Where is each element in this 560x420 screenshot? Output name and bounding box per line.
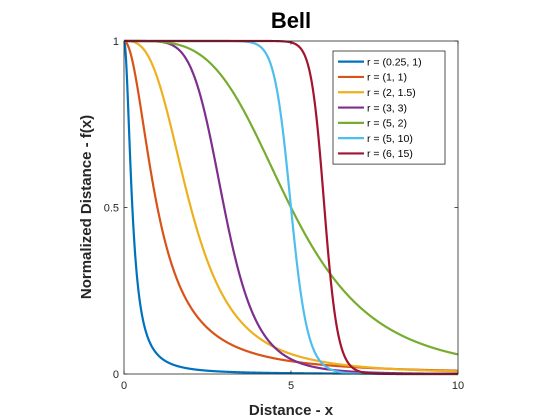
x-tick-label: 5 [288, 380, 294, 392]
y-tick-label: 0.5 [104, 203, 119, 215]
x-tick-label: 10 [452, 380, 464, 392]
series-line-3 [124, 39, 458, 373]
legend-entry-1: r = (0.25, 1) [367, 56, 422, 68]
legend-entry-3: r = (2, 1.5) [367, 87, 416, 99]
axes-layer: 0 5 10 0 0.5 1 [104, 36, 464, 392]
y-tick-label: 1 [113, 36, 119, 48]
legend-entry-6: r = (5, 10) [367, 133, 413, 145]
legend-entry-4: r = (3, 3) [367, 102, 407, 114]
y-tick-label: 0 [113, 369, 119, 381]
legend-entry-7: r = (6, 15) [367, 148, 413, 160]
legend-entry-5: r = (5, 2) [367, 118, 407, 130]
y-axis-label: Normalized Distance - f(x) [78, 115, 95, 299]
legend: r = (0.25, 1) r = (1, 1) r = (2, 1.5) r = (… [332, 50, 446, 165]
legend-entry-2: r = (1, 1) [367, 72, 407, 84]
x-tick-label: 0 [121, 380, 127, 392]
chart-title: Bell [271, 8, 311, 33]
x-axis-label: Distance - x [249, 402, 334, 419]
